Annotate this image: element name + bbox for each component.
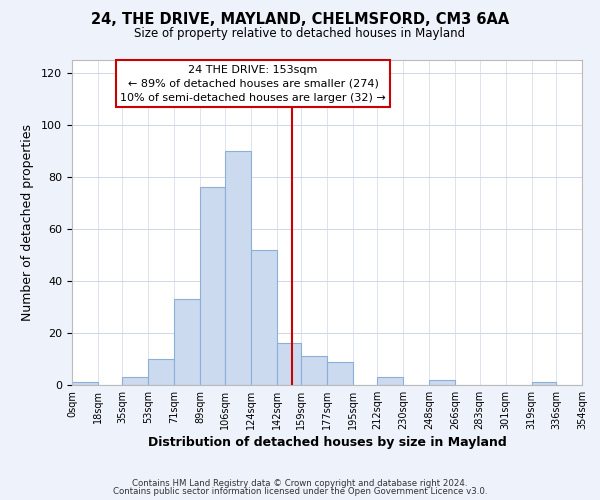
Text: Contains HM Land Registry data © Crown copyright and database right 2024.: Contains HM Land Registry data © Crown c… — [132, 478, 468, 488]
Bar — [377, 377, 403, 385]
Bar — [532, 382, 556, 385]
Bar — [174, 299, 200, 385]
Text: Contains public sector information licensed under the Open Government Licence v3: Contains public sector information licen… — [113, 487, 487, 496]
Bar — [225, 151, 251, 385]
Bar — [301, 356, 327, 385]
Text: 24 THE DRIVE: 153sqm
← 89% of detached houses are smaller (274)
10% of semi-deta: 24 THE DRIVE: 153sqm ← 89% of detached h… — [120, 65, 386, 103]
Bar — [429, 380, 455, 385]
Bar — [251, 250, 277, 385]
Bar — [72, 382, 98, 385]
Bar — [200, 188, 225, 385]
Bar — [148, 359, 174, 385]
Bar — [327, 362, 353, 385]
Text: 24, THE DRIVE, MAYLAND, CHELMSFORD, CM3 6AA: 24, THE DRIVE, MAYLAND, CHELMSFORD, CM3 … — [91, 12, 509, 28]
Bar — [277, 344, 301, 385]
Bar — [122, 377, 148, 385]
Text: Size of property relative to detached houses in Mayland: Size of property relative to detached ho… — [134, 28, 466, 40]
Y-axis label: Number of detached properties: Number of detached properties — [21, 124, 34, 321]
X-axis label: Distribution of detached houses by size in Mayland: Distribution of detached houses by size … — [148, 436, 506, 449]
